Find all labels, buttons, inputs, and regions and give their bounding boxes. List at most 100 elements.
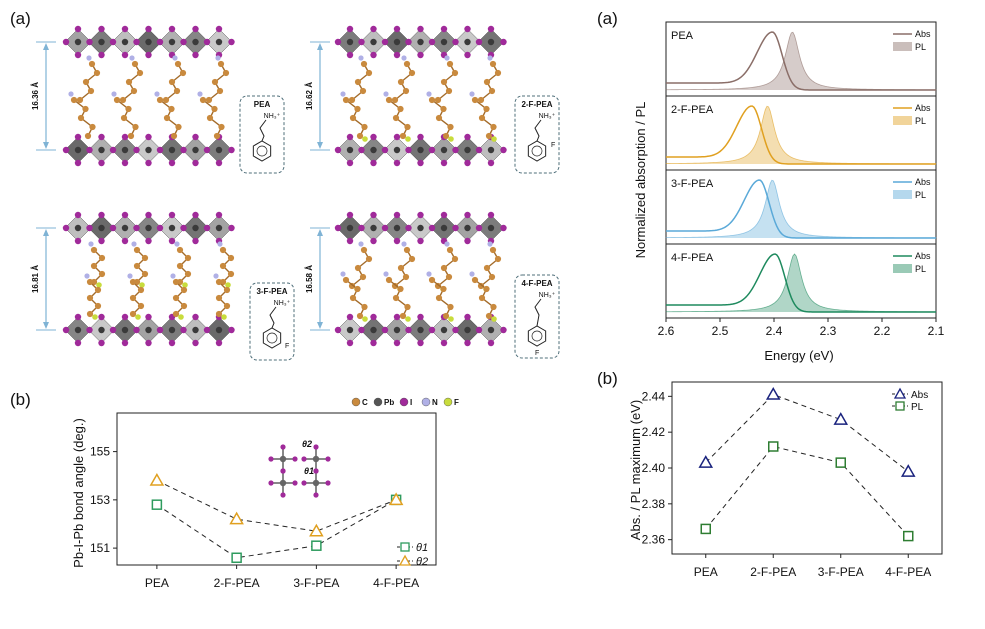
category-label: 2-F-PEA bbox=[750, 565, 796, 579]
c-atom bbox=[392, 114, 400, 122]
legend-label: PL bbox=[911, 402, 924, 413]
i-atom bbox=[62, 146, 70, 154]
i-atom bbox=[346, 339, 354, 347]
pb-atom bbox=[370, 326, 377, 334]
c-atom bbox=[136, 69, 144, 77]
i-atom bbox=[500, 146, 507, 154]
legend-atom bbox=[443, 397, 453, 407]
i-atom bbox=[192, 237, 199, 245]
i-atom bbox=[86, 146, 93, 154]
i-atom bbox=[268, 456, 274, 462]
n-atom bbox=[340, 271, 346, 277]
i-atom bbox=[168, 211, 176, 219]
n-atom bbox=[487, 55, 493, 61]
i-atom bbox=[370, 339, 377, 347]
f-atom bbox=[448, 316, 454, 322]
x-tick-label: 2.4 bbox=[766, 324, 783, 338]
pb-atom bbox=[168, 146, 176, 154]
pb-atom bbox=[215, 326, 223, 334]
c-atom bbox=[434, 96, 442, 104]
legend-abs-label: Abs bbox=[915, 177, 931, 187]
n-atom bbox=[383, 271, 389, 277]
c-atom bbox=[180, 286, 188, 294]
i-atom bbox=[346, 25, 354, 33]
i-atom bbox=[370, 51, 377, 59]
i-atom bbox=[393, 237, 401, 245]
data-marker-square bbox=[835, 457, 846, 468]
aromatic-ring bbox=[256, 145, 268, 157]
i-atom bbox=[121, 51, 129, 59]
i-atom bbox=[121, 159, 129, 167]
c-atom bbox=[93, 69, 101, 77]
c-atom bbox=[76, 96, 84, 104]
i-atom bbox=[405, 326, 412, 334]
arrow-head bbox=[43, 43, 49, 50]
n-atom bbox=[88, 241, 94, 247]
c-atom bbox=[391, 96, 399, 104]
category-label: 3-F-PEA bbox=[818, 565, 864, 579]
i-atom bbox=[74, 339, 82, 347]
i-atom bbox=[500, 38, 507, 46]
n-atom bbox=[215, 55, 221, 61]
i-atom bbox=[452, 146, 459, 154]
c-atom bbox=[349, 114, 357, 122]
spectrum-name: 3-F-PEA bbox=[671, 178, 714, 190]
n-atom bbox=[86, 55, 92, 61]
angle-ylabel: Pb-I-Pb bond angle (deg.) bbox=[71, 418, 86, 568]
i-atom bbox=[156, 38, 164, 46]
benzene-ring bbox=[527, 325, 547, 347]
c-atom bbox=[156, 96, 164, 104]
c-atom bbox=[483, 105, 490, 113]
i-atom bbox=[381, 146, 389, 154]
c-atom bbox=[403, 60, 411, 68]
c-atom bbox=[365, 255, 373, 263]
legend-atom bbox=[399, 397, 409, 407]
i-atom bbox=[334, 326, 342, 334]
c-atom bbox=[403, 246, 411, 254]
i-atom bbox=[280, 444, 286, 450]
pb-atom bbox=[192, 224, 199, 232]
i-atom bbox=[500, 224, 507, 232]
data-marker-triangle bbox=[309, 523, 324, 537]
i-atom bbox=[393, 339, 401, 347]
i-atom bbox=[145, 51, 152, 59]
i-atom bbox=[121, 211, 129, 219]
nh3-label: NH₃⁺ bbox=[539, 113, 556, 120]
i-atom bbox=[192, 133, 199, 141]
ethyl-chain bbox=[534, 119, 542, 142]
c-atom bbox=[222, 69, 230, 77]
i-atom bbox=[334, 146, 342, 154]
i-atom bbox=[62, 326, 70, 334]
i-atom bbox=[381, 224, 389, 232]
c-atom bbox=[131, 60, 139, 68]
c-atom bbox=[361, 123, 368, 131]
n-atom bbox=[426, 271, 432, 277]
c-atom bbox=[365, 69, 373, 77]
i-atom bbox=[98, 339, 105, 347]
arrow-head bbox=[317, 322, 323, 329]
n-atom bbox=[111, 91, 117, 97]
pb-atom bbox=[393, 38, 401, 46]
i-atom bbox=[98, 211, 105, 219]
i-atom bbox=[228, 326, 235, 334]
n-atom bbox=[469, 91, 475, 97]
data-marker-square bbox=[231, 552, 242, 564]
i-atom bbox=[109, 326, 117, 334]
i-atom bbox=[192, 159, 199, 167]
c-atom bbox=[385, 96, 393, 104]
i-atom bbox=[133, 326, 140, 334]
f-atom bbox=[221, 314, 227, 320]
i-atom bbox=[203, 224, 211, 232]
c-atom bbox=[120, 114, 128, 122]
c-atom bbox=[392, 294, 400, 302]
i-atom bbox=[168, 25, 176, 33]
pb-atom bbox=[393, 146, 401, 154]
i-atom bbox=[393, 25, 401, 33]
pb-atom bbox=[279, 455, 287, 463]
pb-atom bbox=[168, 224, 176, 232]
pb-atom bbox=[98, 224, 105, 232]
i-atom bbox=[74, 237, 82, 245]
c-atom bbox=[133, 246, 141, 254]
layer-spacing-label: 16.62 Å bbox=[305, 82, 314, 110]
c-atom bbox=[82, 78, 90, 86]
